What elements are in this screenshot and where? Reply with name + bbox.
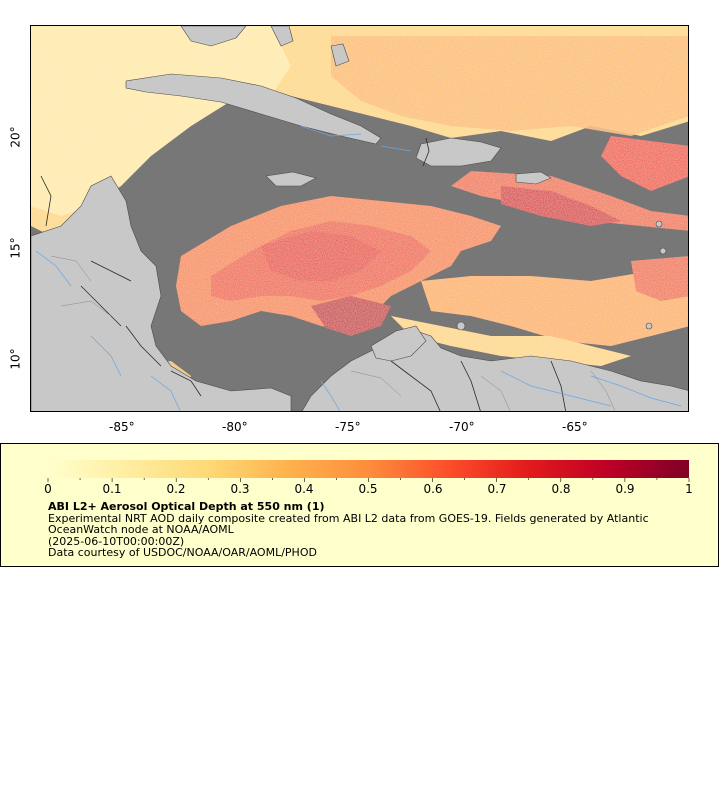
colorbar-label: 0.1 — [102, 482, 122, 496]
map-panel — [30, 25, 689, 412]
colorbar-label: 0.7 — [487, 482, 507, 496]
legend-panel: 0 0.1 0.2 0.3 0.4 0.5 0.6 0.7 0.8 0.9 1 … — [0, 443, 719, 567]
admin-lines — [50, 255, 616, 411]
colorbar-label: 0.8 — [551, 482, 571, 496]
colorbar-label: 0.3 — [230, 482, 250, 496]
legend-description-2: OceanWatch node at NOAA/AOML — [48, 523, 234, 536]
lon-label-75: -75° — [335, 420, 361, 434]
legend-text: ABI L2+ Aerosol Optical Depth at 550 nm … — [48, 501, 688, 559]
colorbar-label: 1 — [685, 482, 693, 496]
colorbar-label: 0.5 — [358, 482, 378, 496]
lat-label-10: 10° — [8, 348, 23, 370]
colorbar-label: 0.4 — [294, 482, 314, 496]
lat-label-15: 15° — [8, 237, 23, 259]
legend-credit: Data courtesy of USDOC/NOAA/OAR/AOML/PHO… — [48, 546, 317, 559]
colorbar-label: 0.6 — [423, 482, 443, 496]
legend-date: (2025-06-10T00:00:00Z) — [48, 534, 185, 548]
lon-label-85: -85° — [109, 420, 135, 434]
lon-label-65: -65° — [562, 420, 588, 434]
colorbar-label: 0.2 — [166, 482, 186, 496]
rivers — [35, 125, 682, 411]
lon-label-80: -80° — [222, 420, 248, 434]
colorbar — [47, 460, 690, 482]
colorbar-label: 0.9 — [615, 482, 635, 496]
colorbar-gradient — [48, 460, 689, 478]
lon-label-70: -70° — [449, 420, 475, 434]
land-mass — [31, 26, 688, 411]
lat-label-20: 20° — [8, 126, 23, 148]
colorbar-label: 0 — [44, 482, 52, 496]
legend-title: ABI L2+ Aerosol Optical Depth at 550 nm … — [48, 500, 325, 513]
aod-map — [31, 26, 688, 411]
political-borders — [40, 137, 567, 411]
legend-description-1: Experimental NRT AOD daily composite cre… — [48, 511, 649, 525]
